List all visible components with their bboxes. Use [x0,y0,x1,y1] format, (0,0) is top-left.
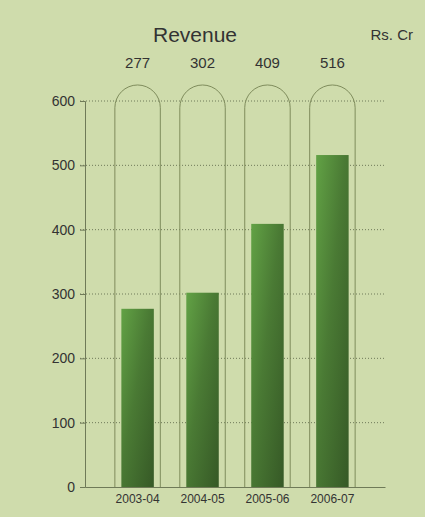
bar-outline [310,85,355,487]
y-tick-mark [80,423,85,424]
x-axis-line [86,487,386,488]
y-tick-label: 100 [52,415,76,431]
y-axis: 0 100 200 300 400 500 600 [52,93,86,495]
y-tick-label: 200 [52,350,76,366]
bar-outline [245,85,290,487]
bars [121,155,348,487]
bar-outline [115,85,160,487]
y-tick: 600 [52,93,85,109]
y-tick-label: 600 [52,93,76,109]
y-tick-mark [80,487,85,488]
data-labels: 277 302 409 516 [125,54,345,71]
x-tick-label: 2006-07 [310,492,354,506]
x-tick: 2003-04 [116,487,160,506]
x-tick: 2004-05 [181,487,225,506]
y-tick-mark [80,101,85,102]
data-label: 409 [255,54,280,71]
y-tick-mark [80,165,85,166]
y-tick-label: 400 [52,222,76,238]
background [0,0,425,517]
bar [251,224,283,487]
bar-outline [180,85,225,487]
bar-outlines [115,85,355,487]
data-label: 516 [320,54,345,71]
x-tick-label: 2004-05 [181,492,225,506]
bar [186,293,218,487]
y-tick-mark [80,230,85,231]
y-tick: 200 [52,350,85,366]
x-tick-label: 2005-06 [245,492,289,506]
y-axis-line [80,102,86,488]
chart-container: 0 100 200 300 400 500 600 2003-04 2004-05 2005-06… [0,0,425,517]
y-tick-label: 0 [67,479,75,495]
data-label: 302 [190,54,215,71]
data-label: 277 [125,54,150,71]
y-tick: 400 [52,222,85,238]
y-tick-mark [80,294,85,295]
y-tick: 0 [67,479,85,495]
x-tick: 2006-07 [310,487,354,506]
y-tick-label: 500 [52,157,76,173]
grid-line [80,101,385,102]
bar [121,309,153,487]
x-tick-label: 2003-04 [116,492,160,506]
y-tick-mark [80,358,85,359]
bar [316,155,348,487]
chart-title: Revenue [153,23,237,46]
y-tick: 300 [52,286,85,302]
y-tick: 500 [52,157,85,173]
y-tick-label: 300 [52,286,76,302]
chart-svg: 0 100 200 300 400 500 600 2003-04 2004-05 2005-06… [0,0,425,517]
unit-label: Rs. Cr [371,26,414,43]
x-tick: 2005-06 [245,487,289,506]
y-tick: 100 [52,415,85,431]
x-axis: 2003-04 2004-05 2005-06 2006-07 [86,487,386,506]
